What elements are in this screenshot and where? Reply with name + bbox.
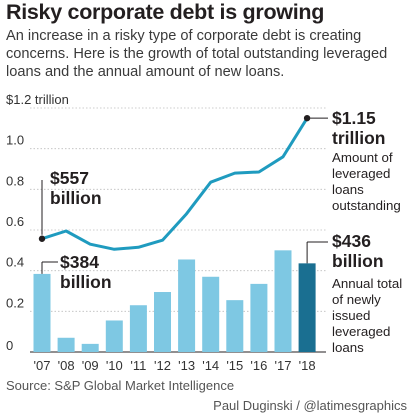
- x-tick-label: '11: [130, 358, 146, 373]
- bar: [154, 292, 171, 352]
- bar: [202, 276, 220, 352]
- bar-start-value: $384: [60, 252, 99, 272]
- y-tick-label: 0.2: [6, 295, 24, 310]
- line-end-desc-line: outstanding: [332, 198, 401, 213]
- bar-end-value: $436: [332, 231, 371, 251]
- bar: [226, 300, 244, 352]
- y-tick-label: 0.6: [6, 214, 24, 229]
- bar: [274, 250, 292, 352]
- chart-subtitle: An increase in a risky type of corporate…: [6, 28, 388, 80]
- x-tick-label: '12: [154, 358, 171, 373]
- line-end-value: $1.15: [332, 108, 376, 128]
- bar-end-desc-line: leveraged: [332, 324, 390, 339]
- bar-end-unit: billion: [332, 251, 384, 271]
- bar-start-unit: billion: [60, 272, 112, 292]
- line-end-desc-line: loans: [332, 182, 364, 197]
- bar: [298, 263, 316, 352]
- bar: [178, 259, 196, 352]
- line-point-end: [303, 114, 311, 122]
- y-tick-label: 1.0: [6, 133, 24, 148]
- bar: [129, 305, 147, 352]
- bar-end-desc-line: loans: [332, 340, 364, 355]
- y-tick-label: 0.4: [6, 255, 24, 270]
- x-tick-label: '07: [34, 358, 51, 373]
- line-end-desc-line: Amount of: [332, 150, 393, 165]
- x-tick-label: '14: [202, 358, 219, 373]
- y-tick-label: 0: [6, 338, 13, 353]
- line-start-unit: billion: [50, 188, 102, 208]
- x-tick-label: '16: [250, 358, 267, 373]
- bar: [57, 337, 75, 352]
- line-end-desc-line: leveraged: [332, 166, 390, 181]
- line-start-value: $557: [50, 168, 89, 188]
- line-point-start: [38, 235, 46, 242]
- bar-end-desc-line: issued: [332, 308, 370, 323]
- x-tick-label: '10: [106, 358, 123, 373]
- x-tick-label: '13: [178, 358, 195, 373]
- line-series-outstanding: [40, 116, 309, 251]
- bar: [81, 343, 99, 352]
- y-tick-label: 0.8: [6, 173, 24, 188]
- chart-title: Risky corporate debt is growing: [6, 0, 325, 24]
- byline-credit: Paul Duginski / @latimesgraphics: [213, 398, 407, 413]
- x-tick-label: '17: [275, 358, 292, 373]
- bar: [250, 283, 268, 352]
- bar: [105, 320, 123, 352]
- x-tick-label: '08: [58, 358, 75, 373]
- x-tick-label: '15: [226, 358, 243, 373]
- line-end-unit: trillion: [332, 128, 385, 148]
- x-tick-label: '18: [299, 358, 316, 373]
- bar: [33, 273, 51, 352]
- bar-end-desc-line: Annual total: [332, 276, 402, 291]
- bar-end-desc-line: of newly: [332, 292, 381, 307]
- x-tick-label: '09: [82, 358, 99, 373]
- source-note: Source: S&P Global Market Intelligence: [6, 378, 235, 393]
- y-tick-label: $1.2 trillion: [6, 92, 69, 107]
